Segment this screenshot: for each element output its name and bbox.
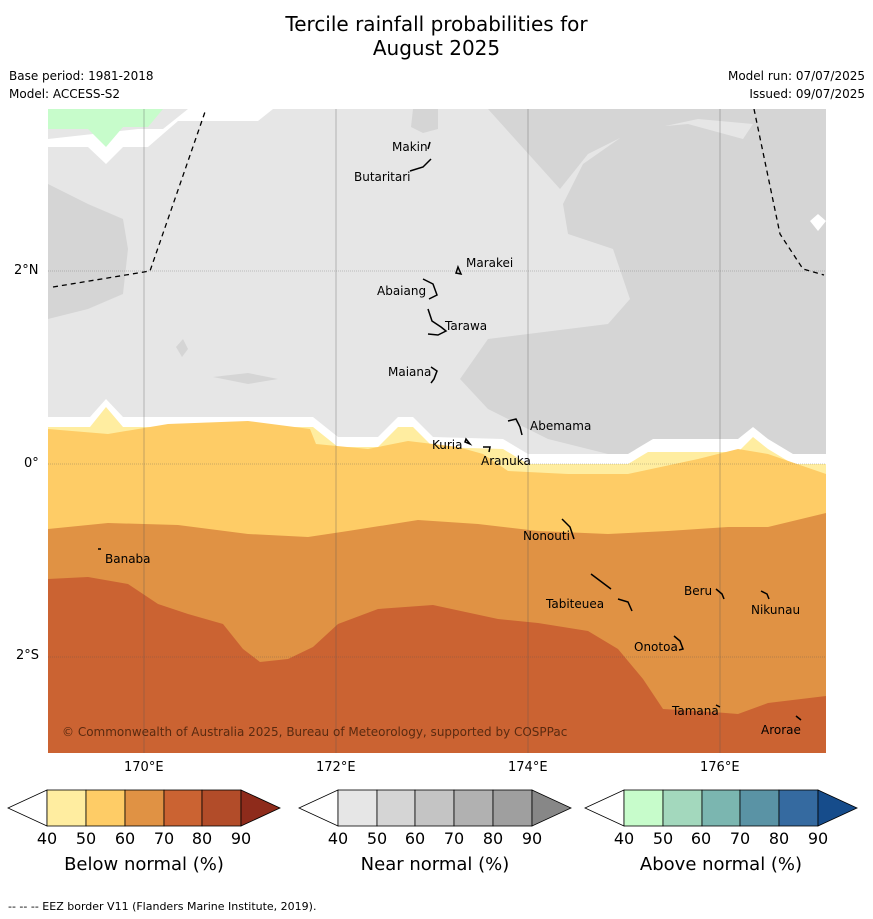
- cb-below-tick: 40: [36, 829, 58, 848]
- near-normal-dark-area-west: [48, 184, 128, 319]
- model-name: Model: ACCESS-S2: [9, 87, 121, 101]
- cb-below-tick: 70: [153, 829, 175, 848]
- y-tick-2n: 2°N: [14, 263, 39, 278]
- island-label-banaba: Banaba: [105, 552, 151, 566]
- x-tick-174e: 174°E: [508, 760, 548, 775]
- y-tick-2s: 2°S: [16, 648, 40, 663]
- island-label-kuria: Kuria: [432, 438, 463, 452]
- cb-below-tick: 60: [114, 829, 136, 848]
- cb-above-tick: 60: [690, 829, 712, 848]
- copyright-notice: © Commonwealth of Australia 2025, Bureau…: [62, 725, 567, 739]
- colorbar-near-label: Near normal (%): [360, 854, 510, 875]
- colorbars: [7, 789, 858, 827]
- cb-near-tick: 70: [443, 829, 465, 848]
- cb-near-tick: 90: [521, 829, 543, 848]
- above-normal-50-area: [48, 109, 163, 147]
- forecast-map: Makin Butaritari Marakei Abaiang Tarawa …: [48, 109, 826, 753]
- base-period: Base period: 1981-2018: [9, 69, 154, 83]
- island-label-abaiang: Abaiang: [377, 284, 426, 298]
- colorbar-below-label: Below normal (%): [64, 854, 224, 875]
- island-label-nikunau: Nikunau: [751, 603, 800, 617]
- island-label-marakei: Marakei: [466, 256, 513, 270]
- cb-above-tick: 80: [768, 829, 790, 848]
- island-label-makin: Makin: [392, 140, 428, 154]
- cb-near-tick: 80: [482, 829, 504, 848]
- eez-border: [52, 109, 825, 288]
- cb-below-tick: 90: [230, 829, 252, 848]
- eez-footer-note: -- -- -- EEZ border V11 (Flanders Marine…: [8, 900, 317, 913]
- title-line-1: Tercile rainfall probabilities for: [285, 12, 588, 36]
- issued-date: Issued: 09/07/2025: [749, 87, 865, 101]
- y-tick-0: 0°: [24, 456, 39, 471]
- island-label-maiana: Maiana: [388, 365, 431, 379]
- island-label-onotoa: Onotoa: [634, 640, 678, 654]
- cb-above-tick: 90: [807, 829, 829, 848]
- meta-left: Base period: 1981-2018 Model: ACCESS-S2: [9, 67, 154, 103]
- cb-above-tick: 40: [613, 829, 635, 848]
- island-label-tabiteuea: Tabiteuea: [545, 597, 604, 611]
- cb-below-tick: 80: [191, 829, 213, 848]
- page-title: Tercile rainfall probabilities for Augus…: [0, 12, 873, 60]
- island-label-arorae: Arorae: [761, 723, 801, 737]
- white-strip-north: [48, 109, 273, 164]
- near-normal-dark-area-east: [460, 109, 826, 454]
- colorbar-above-label: Above normal (%): [639, 854, 803, 875]
- near-normal-dark-area-small1: [176, 339, 188, 357]
- island-label-tamana: Tamana: [671, 704, 719, 718]
- x-tick-172e: 172°E: [316, 760, 356, 775]
- x-tick-176e: 176°E: [700, 760, 740, 775]
- island-label-abemama: Abemama: [530, 419, 591, 433]
- island-outlines: [98, 141, 802, 721]
- near-normal-dark-area-north: [411, 109, 438, 133]
- x-tick-170e: 170°E: [124, 760, 164, 775]
- cb-above-tick: 70: [729, 829, 751, 848]
- colorbar-near-normal: [298, 789, 572, 827]
- cb-below-tick: 50: [75, 829, 97, 848]
- below-normal-80-area: [48, 577, 826, 753]
- island-label-aranuka: Aranuka: [481, 454, 531, 468]
- graticule: [48, 109, 826, 753]
- colorbar-below-normal: [7, 789, 281, 827]
- title-line-2: August 2025: [372, 36, 501, 60]
- island-label-nonouti: Nonouti: [523, 529, 570, 543]
- cb-near-tick: 60: [404, 829, 426, 848]
- colorbar-above-normal: [584, 789, 858, 827]
- cb-near-tick: 50: [366, 829, 388, 848]
- island-label-tarawa: Tarawa: [444, 319, 487, 333]
- model-run: Model run: 07/07/2025: [727, 69, 865, 83]
- cb-above-tick: 50: [652, 829, 674, 848]
- meta-right: Model run: 07/07/2025 Issued: 09/07/2025: [728, 67, 865, 103]
- white-strip-east: [810, 214, 826, 231]
- island-label-butaritari: Butaritari: [354, 170, 411, 184]
- cb-near-tick: 40: [327, 829, 349, 848]
- near-normal-dark-area-small2: [213, 373, 278, 384]
- island-label-beru: Beru: [684, 584, 712, 598]
